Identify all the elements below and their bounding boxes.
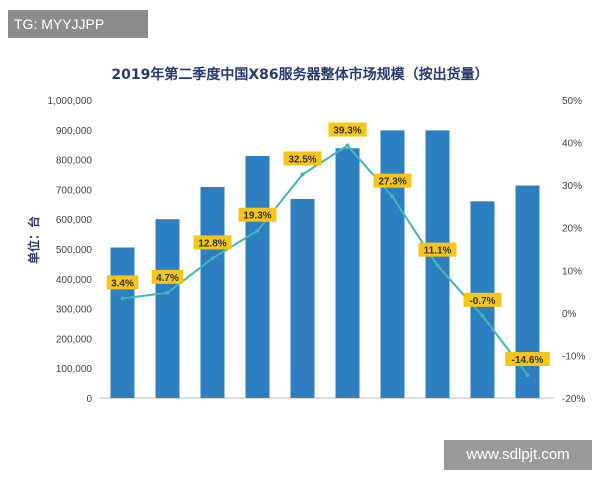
y-axis-label: 单位：台 xyxy=(26,216,41,264)
data-label-bg xyxy=(373,173,412,188)
line-point xyxy=(255,228,260,233)
y2-tick-label: 10% xyxy=(562,266,582,277)
data-label: -0.7% xyxy=(463,292,502,307)
y2-tick-label: 0% xyxy=(562,309,577,320)
data-label-bg xyxy=(328,122,367,137)
data-label: 32.5% xyxy=(283,151,322,166)
line-point xyxy=(345,143,350,148)
y2-tick-label: 30% xyxy=(562,181,582,192)
data-label-text: 39.3% xyxy=(333,126,361,137)
data-label: 12.8% xyxy=(193,235,232,250)
y2-tick-label: 40% xyxy=(562,139,582,150)
data-label-text: 11.1% xyxy=(424,246,452,257)
y-tick-label: 600,000 xyxy=(56,215,93,226)
data-label: 27.3% xyxy=(373,173,412,188)
data-label: 3.4% xyxy=(106,275,139,290)
data-label-text: 12.8% xyxy=(198,238,226,249)
growth-line xyxy=(120,143,530,378)
data-label-text: -14.6% xyxy=(512,355,544,366)
data-label: -14.6% xyxy=(505,352,550,367)
line-point xyxy=(525,373,530,378)
data-label-bg xyxy=(238,207,277,222)
data-label-bg xyxy=(505,352,550,367)
bar xyxy=(380,130,405,398)
y2-tick-label: -20% xyxy=(562,394,585,405)
y-tick-label: 300,000 xyxy=(56,305,93,316)
bar xyxy=(245,156,270,398)
line-point xyxy=(480,313,485,318)
bar xyxy=(155,219,180,398)
data-labels: 3.4% 4.7% 12.8% 19.3% 32.5% 39.3% 27.3% 11.1% -0… xyxy=(106,122,550,367)
data-label-bg xyxy=(418,242,457,257)
watermark-top: TG: MYYJJPP xyxy=(8,10,148,38)
bar xyxy=(290,198,315,398)
y-tick-label: 900,000 xyxy=(56,126,93,137)
data-label-bg xyxy=(106,275,139,290)
y2-tick-label: 20% xyxy=(562,224,582,235)
data-label: 19.3% xyxy=(238,207,277,222)
data-label-text: 27.3% xyxy=(378,177,406,188)
line-point xyxy=(120,296,125,301)
bar xyxy=(335,148,360,398)
data-label-bg xyxy=(283,151,322,166)
data-label-text: 19.3% xyxy=(243,211,271,222)
watermark-bottom: www.sdlpjt.com xyxy=(444,440,592,470)
line-point xyxy=(165,290,170,295)
data-label-bg xyxy=(193,235,232,250)
y-tick-label: 500,000 xyxy=(56,245,93,256)
line-point xyxy=(390,194,395,199)
y-tick-label: 0 xyxy=(86,394,92,405)
y2-tick-label: 50% xyxy=(562,96,582,107)
bar xyxy=(515,185,540,398)
y-tick-label: 700,000 xyxy=(56,185,93,196)
line-point xyxy=(300,172,305,177)
y-tick-label: 200,000 xyxy=(56,334,93,345)
y-tick-label: 100,000 xyxy=(56,364,93,375)
data-label: 4.7% xyxy=(151,269,184,284)
line-point xyxy=(435,263,440,268)
y-tick-label: 400,000 xyxy=(56,275,93,286)
y2-tick-label: -10% xyxy=(562,351,585,362)
data-label-text: -0.7% xyxy=(469,296,495,307)
data-label-text: 4.7% xyxy=(156,273,179,284)
bar xyxy=(110,247,135,398)
data-label: 39.3% xyxy=(328,122,367,137)
growth-line-path xyxy=(122,144,529,376)
chart-title: 2019年第二季度中国X86服务器整体市场规模（按出货量） xyxy=(111,66,488,83)
bars xyxy=(110,130,540,398)
data-label-text: 3.4% xyxy=(111,278,134,289)
y-tick-label: 800,000 xyxy=(56,156,93,167)
data-label: 11.1% xyxy=(418,242,457,257)
y-tick-label: 1,000,000 xyxy=(48,96,93,107)
data-label-text: 32.5% xyxy=(288,155,316,166)
bar xyxy=(200,187,225,398)
line-point xyxy=(210,256,215,261)
data-label-bg xyxy=(151,269,184,284)
data-label-bg xyxy=(463,292,502,307)
